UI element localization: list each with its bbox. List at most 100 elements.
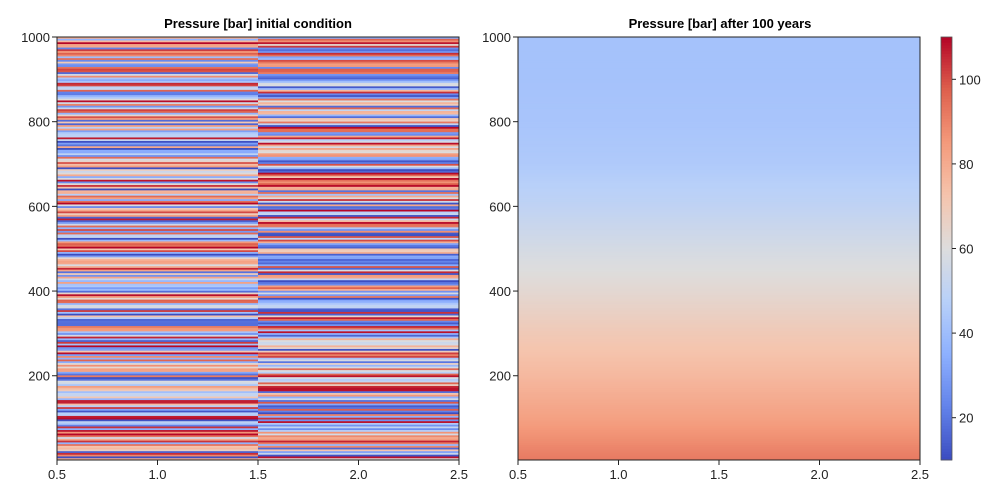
heatmap-cell	[258, 61, 459, 64]
heatmap-cell	[57, 426, 258, 429]
heatmap-cell	[57, 306, 258, 309]
heatmap-cell	[258, 447, 459, 450]
heatmap-cell	[258, 213, 459, 216]
heatmap-cell	[258, 322, 459, 325]
heatmap-cell	[258, 98, 459, 101]
heatmap-cell	[57, 222, 258, 225]
colorbar-segment	[941, 338, 952, 342]
heatmap-cell	[258, 341, 459, 345]
colorbar-segment	[941, 443, 952, 447]
heatmap-cell	[518, 182, 920, 186]
heatmap-cell	[518, 37, 920, 40]
heatmap-cell	[258, 267, 459, 271]
heatmap-cell	[57, 213, 258, 216]
heatmap-cell	[258, 398, 459, 401]
heatmap-cell	[57, 95, 258, 98]
heatmap-cell	[258, 340, 459, 343]
heatmap-cell	[518, 333, 920, 336]
heatmap-cell	[57, 398, 258, 401]
heatmap-cell	[518, 453, 920, 457]
heatmap-cell	[258, 234, 459, 237]
heatmap-cell	[518, 212, 920, 216]
heatmap-cell	[258, 350, 459, 353]
heatmap-cell	[258, 241, 459, 244]
heatmap-cell	[57, 133, 258, 137]
colorbar-segment	[941, 121, 952, 125]
heatmap-cell	[57, 354, 258, 357]
heatmap-cell	[57, 66, 258, 70]
heatmap-cell	[518, 428, 920, 431]
heatmap-cell	[57, 430, 258, 433]
heatmap-cell	[57, 236, 258, 239]
colorbar-segment	[941, 197, 952, 201]
heatmap-cell	[518, 125, 920, 129]
heatmap-cell	[518, 347, 920, 351]
heatmap-cell	[57, 454, 258, 457]
heatmap-cell	[57, 207, 258, 211]
heatmap-cell	[518, 411, 920, 414]
heatmap-cell	[258, 244, 459, 248]
colorbar-segment	[941, 330, 952, 334]
heatmap-cell	[518, 413, 920, 416]
heatmap-cell	[258, 433, 459, 436]
heatmap-cell	[518, 132, 920, 135]
heatmap-cell	[57, 276, 258, 279]
heatmap-cell	[57, 126, 258, 130]
panel-initial-condition: Pressure [bar] initial condition 0.5 1.0 1…	[21, 16, 468, 482]
heatmap-cell	[57, 223, 258, 226]
heatmap-cell	[518, 424, 920, 427]
heatmap-cell	[57, 151, 258, 154]
colorbar-segment	[941, 423, 952, 427]
heatmap-cell	[518, 352, 920, 355]
colorbar-segment	[941, 440, 952, 444]
colorbar-segment	[941, 397, 952, 402]
colorbar-segment	[941, 248, 952, 252]
colorbar-segment	[941, 256, 952, 261]
heatmap-cell	[258, 451, 459, 454]
heatmap-cell	[57, 241, 258, 244]
heatmap-cell	[518, 284, 920, 287]
colorbar-segment	[941, 310, 952, 314]
heatmap-cell	[258, 326, 459, 329]
heatmap-cell	[258, 440, 459, 443]
heatmap-cell	[57, 137, 258, 140]
heatmap-cell	[518, 318, 920, 321]
heatmap-cell	[518, 324, 920, 328]
heatmap-cell	[518, 77, 920, 80]
heatmap-cell	[258, 401, 459, 404]
colorbar-segment	[941, 234, 952, 238]
heatmap-cell	[518, 185, 920, 188]
x-tick-label: 2.0	[349, 467, 367, 482]
heatmap-cell	[57, 199, 258, 202]
heatmap-cell	[518, 106, 920, 110]
heatmap-cell	[57, 146, 258, 149]
heatmap-cell	[518, 155, 920, 158]
colorbar-segment	[941, 302, 952, 306]
heatmap-cell	[518, 455, 920, 459]
heatmap-cell	[518, 335, 920, 338]
heatmap-cell	[518, 305, 920, 309]
colorbar-segment	[941, 107, 952, 111]
colorbar-segment	[941, 93, 952, 97]
colorbar-segment	[941, 293, 952, 297]
heatmap-cell	[258, 51, 459, 54]
heatmap-cell	[258, 343, 459, 346]
heatmap-cell	[518, 430, 920, 433]
heatmap-cell	[57, 319, 258, 322]
heatmap-cell	[518, 320, 920, 323]
colorbar-segment	[941, 341, 952, 345]
heatmap-cell	[258, 280, 459, 283]
heatmap-cell	[518, 426, 920, 429]
heatmap-cell	[258, 287, 459, 290]
heatmap-cell	[57, 103, 258, 107]
colorbar-segment	[941, 172, 952, 176]
colorbar-segment	[941, 316, 952, 320]
colorbar-tick-label: 80	[959, 157, 973, 172]
colorbar-segment	[941, 319, 952, 323]
colorbar-segment	[941, 364, 952, 368]
heatmap-cell	[258, 118, 459, 121]
colorbar-segment	[941, 37, 952, 41]
colorbar-segment	[941, 214, 952, 218]
heatmap-cell	[518, 322, 920, 326]
heatmap-cell	[518, 438, 920, 442]
